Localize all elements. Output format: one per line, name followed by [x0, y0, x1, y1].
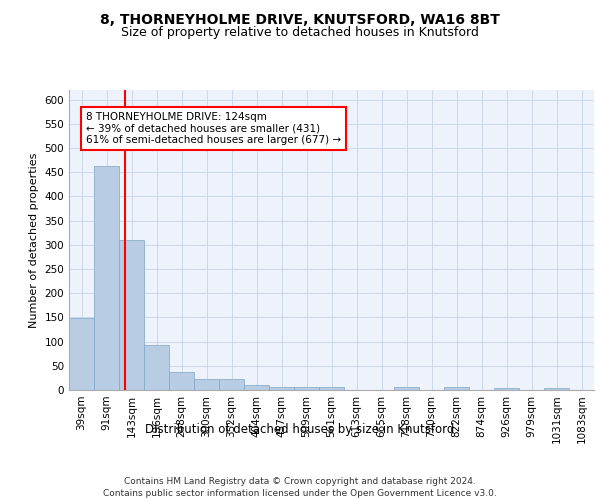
Bar	[319, 387, 344, 390]
Y-axis label: Number of detached properties: Number of detached properties	[29, 152, 39, 328]
Bar	[94, 166, 119, 390]
Bar	[144, 346, 169, 390]
Bar	[294, 386, 319, 390]
Bar	[169, 372, 194, 390]
Bar	[244, 384, 269, 390]
Text: Size of property relative to detached houses in Knutsford: Size of property relative to detached ho…	[121, 26, 479, 39]
Text: 8 THORNEYHOLME DRIVE: 124sqm
← 39% of detached houses are smaller (431)
61% of s: 8 THORNEYHOLME DRIVE: 124sqm ← 39% of de…	[86, 112, 341, 145]
Bar	[444, 387, 469, 390]
Bar	[394, 387, 419, 390]
Text: Contains public sector information licensed under the Open Government Licence v3: Contains public sector information licen…	[103, 489, 497, 498]
Bar	[194, 380, 219, 390]
Text: 8, THORNEYHOLME DRIVE, KNUTSFORD, WA16 8BT: 8, THORNEYHOLME DRIVE, KNUTSFORD, WA16 8…	[100, 12, 500, 26]
Bar	[69, 318, 94, 390]
Bar	[269, 386, 294, 390]
Bar	[544, 388, 569, 390]
Text: Contains HM Land Registry data © Crown copyright and database right 2024.: Contains HM Land Registry data © Crown c…	[124, 478, 476, 486]
Text: Distribution of detached houses by size in Knutsford: Distribution of detached houses by size …	[145, 422, 455, 436]
Bar	[494, 388, 519, 390]
Bar	[219, 380, 244, 390]
Bar	[119, 240, 144, 390]
